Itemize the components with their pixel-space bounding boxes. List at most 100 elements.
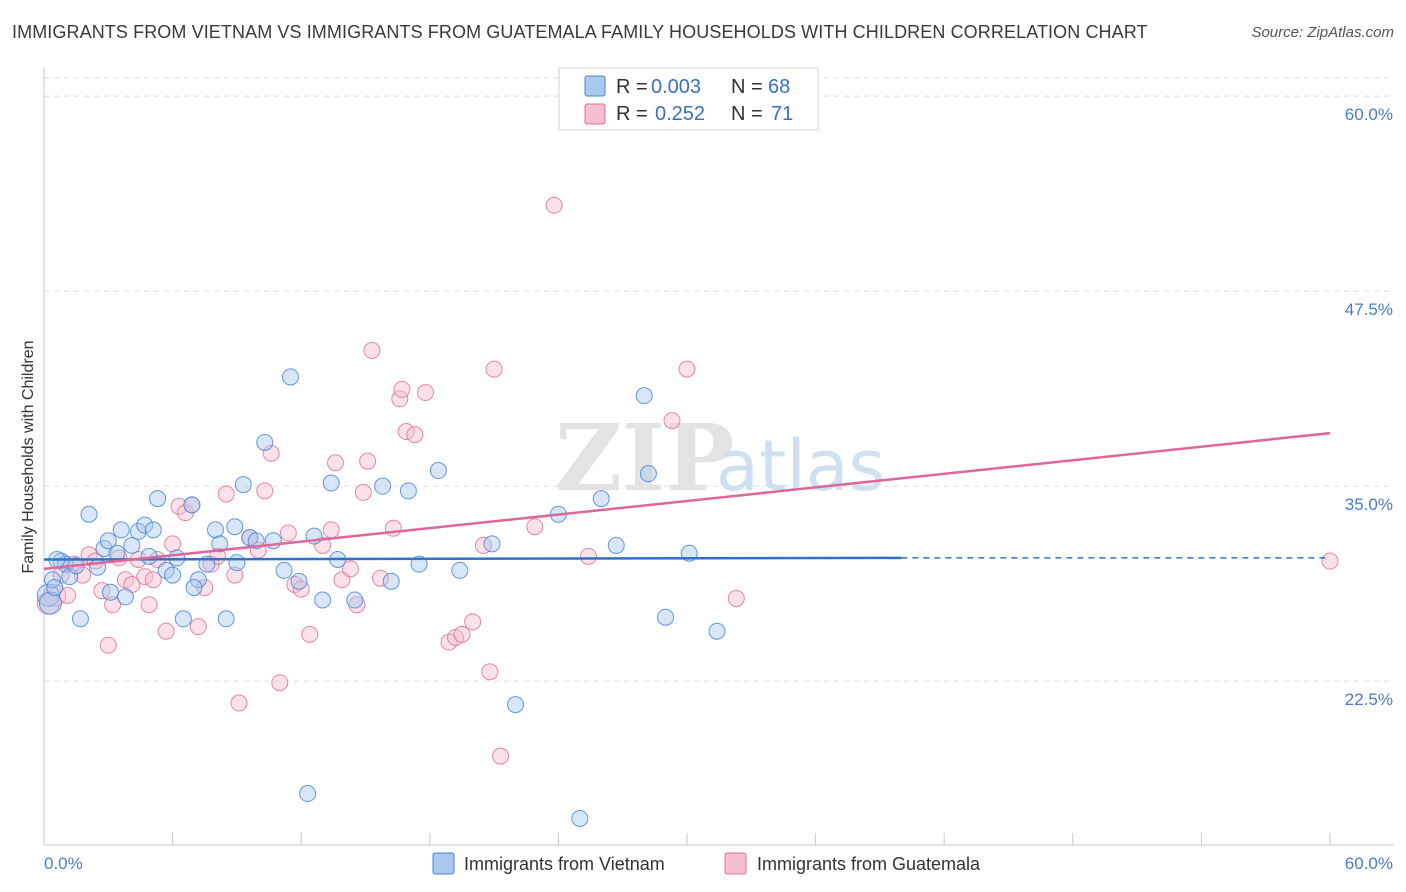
vietnam-point [374, 477, 392, 495]
guatemala-point [526, 518, 544, 536]
guatemala-point [170, 497, 188, 515]
legend-r-value-guatemala: 0.252 [655, 103, 705, 125]
guatemala-point [104, 596, 122, 614]
guatemala-trend-line [43, 431, 1331, 571]
legend-n-value-guatemala: 71 [771, 103, 793, 125]
legend-swatch-guatemala [584, 103, 606, 125]
bottom-legend-swatch-vietnam [432, 852, 455, 875]
y-tick-label: 47.5% [1345, 300, 1393, 319]
vietnam-point [346, 591, 364, 609]
guatemala-point [464, 613, 482, 631]
gridlines [44, 77, 1394, 682]
guatemala-point [140, 596, 158, 614]
vietnam-point [61, 568, 79, 586]
vietnam-point [95, 540, 113, 558]
y-tick-label: 35.0% [1345, 495, 1393, 514]
bottom-legend-swatch-guatemala [724, 852, 747, 875]
vietnam-point [174, 610, 192, 628]
guatemala-point [579, 547, 597, 565]
vietnam-point [607, 536, 625, 554]
vietnam-point [639, 465, 657, 483]
guatemala-point [226, 566, 244, 584]
guatemala-point [157, 622, 175, 640]
vietnam-point [217, 610, 235, 628]
vietnam-point [99, 532, 117, 550]
legend-r-label-guatemala: R = [616, 103, 648, 125]
vietnam-point [129, 522, 147, 540]
vietnam-point [168, 549, 186, 567]
guatemala-point [481, 663, 499, 681]
vietnam-point [429, 462, 447, 480]
guatemala-point [74, 566, 92, 584]
vietnam-point [657, 608, 675, 626]
guatemala-point [406, 426, 424, 444]
vietnam-point [314, 591, 332, 609]
y-tick-label: 22.5% [1345, 690, 1393, 709]
guatemala-point [678, 360, 696, 378]
vietnam-point [382, 572, 400, 590]
vietnam-point [483, 535, 501, 553]
axes [43, 68, 1394, 846]
legend-n-value-vietnam: 68 [768, 76, 790, 98]
vietnam-point [299, 785, 317, 803]
guatemala-point [322, 521, 340, 539]
guatemala-point [417, 384, 435, 402]
vietnam-point [322, 474, 340, 492]
guatemala-point [262, 444, 280, 462]
vietnam-point [281, 368, 299, 386]
guatemala-point [230, 694, 248, 712]
vietnam-point [112, 521, 130, 539]
vietnam-point [185, 579, 203, 597]
watermark: ZIP atlas [555, 404, 885, 512]
vietnam-point [211, 535, 229, 553]
guatemala-point [354, 483, 372, 501]
guatemala-point [474, 536, 492, 554]
vietnam-point [36, 583, 60, 607]
guatemala-point [93, 582, 111, 600]
vietnam-point [451, 561, 469, 579]
chart-title: IMMIGRANTS FROM VIETNAM VS IMMIGRANTS FR… [12, 22, 1148, 42]
legend-swatch-vietnam [584, 75, 606, 97]
vietnam-point [206, 521, 224, 539]
vietnam-point [164, 566, 182, 584]
guatemala-point [372, 569, 390, 587]
vietnam-point [183, 496, 201, 514]
vietnam-point [149, 490, 167, 508]
guatemala-point [189, 618, 207, 636]
vietnam-point [123, 536, 141, 554]
vietnam-point [290, 572, 308, 590]
guatemala-point [663, 412, 681, 430]
vietnam-point [226, 518, 244, 536]
y-tick-label: 60.0% [1345, 105, 1393, 124]
y-axis-label: Family Households with Children [20, 341, 37, 574]
vietnam-point [189, 571, 207, 589]
watermark-atlas: atlas [716, 425, 885, 507]
guatemala-point [217, 485, 235, 503]
vietnam-point [592, 490, 610, 508]
guatemala-point [359, 452, 377, 470]
y-tick-labels: 22.5% 35.0% 47.5% 60.0% [1345, 105, 1393, 709]
vietnam-point [80, 505, 98, 523]
vietnam-point [116, 588, 134, 606]
guatemala-point [545, 196, 563, 214]
vietnam-point [507, 696, 525, 714]
x-tick-label-max: 60.0% [1345, 854, 1393, 873]
vietnam-point [71, 610, 89, 628]
guatemala-point [144, 571, 162, 589]
guatemala-point [314, 536, 332, 554]
vietnam-point [410, 555, 428, 573]
guatemala-point [1321, 552, 1339, 570]
vietnam-point [46, 579, 64, 597]
chart-source: Source: ZipAtlas.com [1251, 24, 1394, 41]
guatemala-point [348, 596, 366, 614]
legend-n-label-vietnam: N = [731, 76, 763, 98]
vietnam-point [247, 532, 265, 550]
vietnam-point [256, 433, 274, 451]
guatemala-point [326, 454, 344, 472]
legend-n-label-guatemala: N = [731, 103, 763, 125]
vietnam-point [571, 809, 589, 827]
legend-r-value-vietnam: 0.003 [651, 76, 701, 98]
guatemala-point [164, 535, 182, 553]
bottom-legend-label-guatemala: Immigrants from Guatemala [757, 854, 981, 874]
